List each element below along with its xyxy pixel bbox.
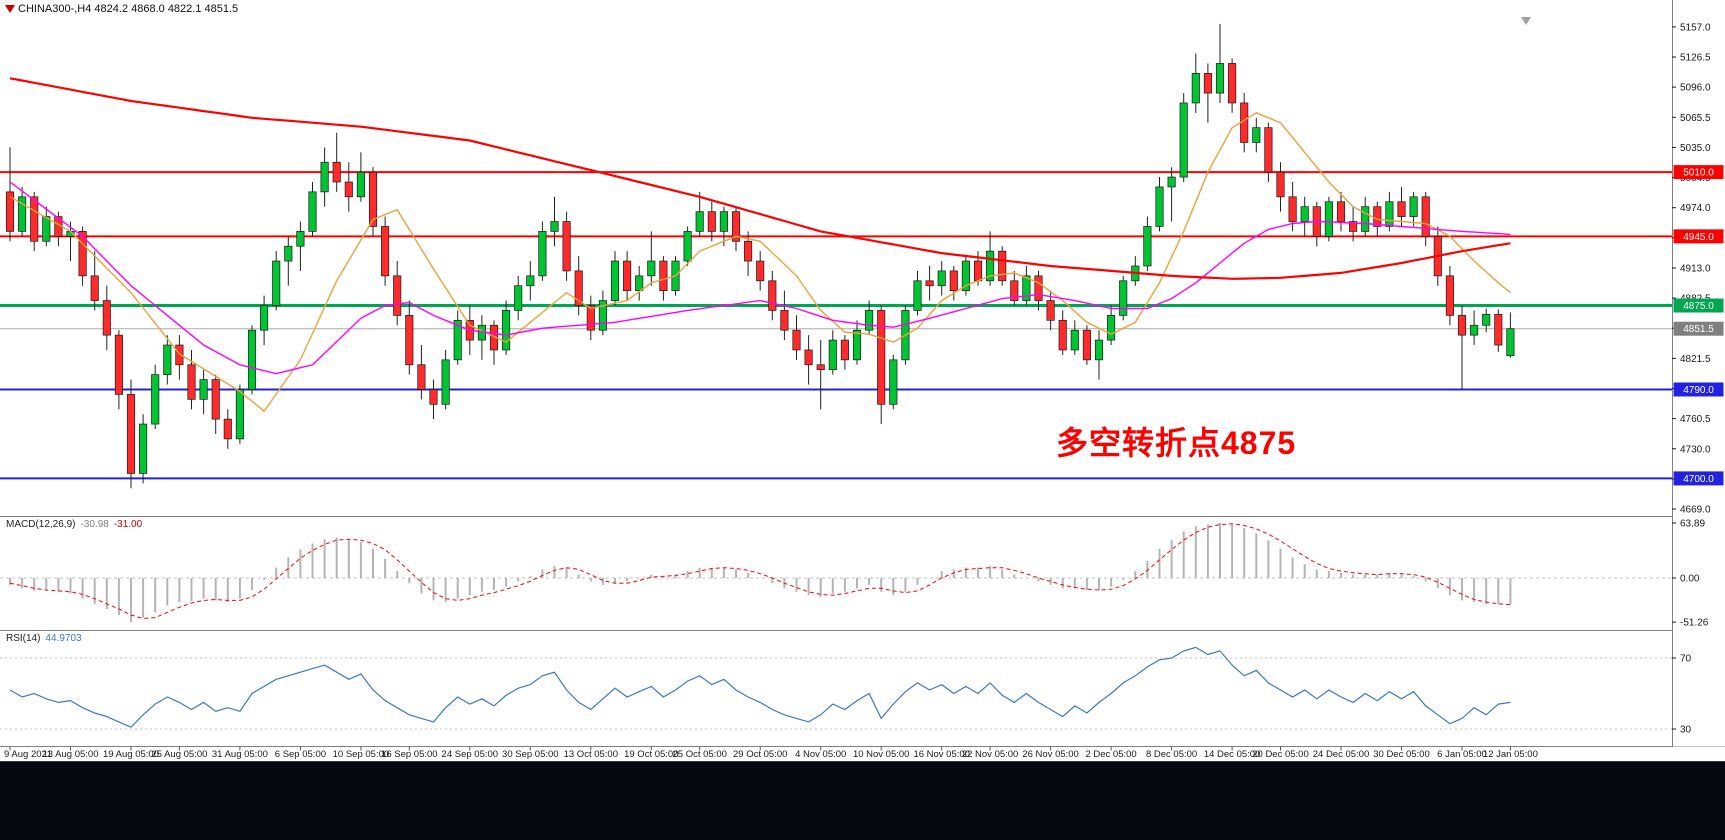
svg-text:63.89: 63.89 [1680,518,1705,529]
price-badge-4945 [1673,229,1724,244]
bottom-dark-bar [0,762,1725,840]
svg-text:10 Nov 05:00: 10 Nov 05:00 [853,749,910,760]
chart-shift-marker-icon [1521,17,1531,25]
candles-layer [5,23,1515,489]
svg-text:2 Dec 05:00: 2 Dec 05:00 [1085,749,1136,760]
svg-text:14 Dec 05:00: 14 Dec 05:00 [1204,749,1261,760]
svg-text:26 Nov 05:00: 26 Nov 05:00 [1022,749,1079,760]
price-badge-4851.5 [1673,321,1724,336]
bottom-bar-border [0,761,1725,762]
separators-layer [0,0,1725,747]
svg-text:16 Nov 05:00: 16 Nov 05:00 [913,749,970,760]
svg-text:30 Sep 05:00: 30 Sep 05:00 [502,749,559,760]
svg-text:5010.0: 5010.0 [1683,168,1714,179]
price-badge-4790 [1673,382,1724,397]
svg-text:30 Dec 05:00: 30 Dec 05:00 [1373,749,1430,760]
rsi-line [9,646,1511,728]
svg-text:4913.0: 4913.0 [1680,263,1711,274]
svg-text:25 Aug 05:00: 25 Aug 05:00 [151,749,207,760]
svg-text:25 Oct 05:00: 25 Oct 05:00 [672,749,726,760]
svg-text:4730.0: 4730.0 [1680,444,1711,455]
svg-text:29 Oct 05:00: 29 Oct 05:00 [733,749,787,760]
rsi-panel: 70 30 [0,646,1692,736]
ma_red-line [9,77,1511,280]
price-badge-4875 [1673,298,1724,313]
svg-text:8 Dec 05:00: 8 Dec 05:00 [1146,749,1197,760]
svg-text:4974.0: 4974.0 [1680,203,1711,214]
svg-text:4821.5: 4821.5 [1680,354,1711,365]
macd-panel: 63.89 0.00 -51.26 [0,518,1709,629]
svg-text:4790.0: 4790.0 [1683,385,1714,396]
svg-text:-51.26: -51.26 [1680,618,1709,629]
svg-text:20 Dec 05:00: 20 Dec 05:00 [1252,749,1309,760]
svg-text:0.00: 0.00 [1680,574,1700,585]
svg-text:5065.5: 5065.5 [1680,113,1711,124]
svg-text:31 Aug 05:00: 31 Aug 05:00 [212,749,268,760]
svg-text:5096.0: 5096.0 [1680,83,1711,94]
svg-text:5157.0: 5157.0 [1680,22,1711,33]
price-badge-4700 [1673,471,1724,486]
ma_orange-line [9,112,1511,413]
svg-text:70: 70 [1680,654,1692,665]
svg-text:16 Sep 05:00: 16 Sep 05:00 [381,749,438,760]
svg-text:12 Jan 05:00: 12 Jan 05:00 [1483,749,1538,760]
macd-signal-line [9,523,1511,620]
chart-background [0,0,1725,762]
svg-text:4945.0: 4945.0 [1683,232,1714,243]
svg-text:30: 30 [1680,725,1692,736]
svg-text:4760.5: 4760.5 [1680,414,1711,425]
svg-text:5035.0: 5035.0 [1680,143,1711,154]
svg-text:19 Aug 05:00: 19 Aug 05:00 [103,749,159,760]
price-badge-5010 [1673,165,1724,180]
svg-text:6 Jan 05:00: 6 Jan 05:00 [1437,749,1487,760]
svg-text:9 Aug 2021: 9 Aug 2021 [4,749,52,760]
symbol-arrow-icon [5,5,15,13]
svg-text:5126.5: 5126.5 [1680,53,1711,64]
svg-text:6 Sep 05:00: 6 Sep 05:00 [275,749,326,760]
svg-text:4 Nov 05:00: 4 Nov 05:00 [795,749,846,760]
moving-averages-layer [9,77,1511,413]
svg-text:13 Aug 05:00: 13 Aug 05:00 [43,749,99,760]
svg-text:24 Sep 05:00: 24 Sep 05:00 [442,749,499,760]
svg-text:22 Nov 05:00: 22 Nov 05:00 [962,749,1019,760]
svg-text:24 Dec 05:00: 24 Dec 05:00 [1313,749,1370,760]
price-badges-layer: 5010.0 4945.0 4875.0 4790.0 4700.0 4851.5 [1673,165,1724,486]
svg-text:4851.5: 4851.5 [1683,324,1714,335]
svg-text:4875.0: 4875.0 [1683,301,1714,312]
svg-text:4669.0: 4669.0 [1680,505,1711,516]
svg-text:19 Oct 05:00: 19 Oct 05:00 [624,749,678,760]
ma_magenta-line [9,181,1511,375]
svg-text:10 Sep 05:00: 10 Sep 05:00 [333,749,390,760]
svg-text:4700.0: 4700.0 [1683,474,1714,485]
svg-text:13 Oct 05:00: 13 Oct 05:00 [564,749,618,760]
